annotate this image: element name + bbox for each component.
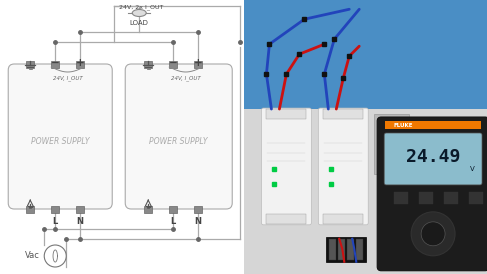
Bar (51, 206, 59, 213)
Text: 24.49: 24.49 (406, 148, 460, 166)
Bar (266, 109, 306, 119)
FancyBboxPatch shape (318, 108, 368, 225)
Bar (444, 192, 458, 204)
Bar (323, 214, 363, 224)
Circle shape (411, 212, 455, 256)
Text: N: N (77, 217, 84, 226)
Text: Vac: Vac (25, 252, 40, 261)
Bar (323, 109, 363, 119)
Text: 24V, I_OUT: 24V, I_OUT (171, 75, 201, 81)
Bar (374, 114, 409, 174)
Text: POWER SUPPLY: POWER SUPPLY (31, 138, 90, 147)
Bar (385, 121, 481, 129)
Bar (26, 61, 34, 67)
Bar (356, 239, 363, 260)
Text: POWER SUPPLY: POWER SUPPLY (150, 138, 208, 147)
Bar (419, 192, 433, 204)
Bar (194, 61, 202, 67)
Bar (244, 109, 487, 274)
Text: −: − (51, 58, 59, 68)
Bar (329, 239, 337, 260)
Bar (326, 237, 366, 262)
Bar (144, 61, 152, 67)
Text: 24V, 2x I_OUT: 24V, 2x I_OUT (119, 4, 164, 10)
Bar (76, 206, 84, 213)
Text: L: L (170, 217, 176, 226)
FancyBboxPatch shape (125, 64, 232, 209)
Ellipse shape (132, 10, 146, 16)
FancyBboxPatch shape (384, 133, 482, 185)
Text: L: L (53, 217, 58, 226)
Text: LOAD: LOAD (130, 20, 149, 26)
Bar (266, 214, 306, 224)
Bar (144, 206, 152, 213)
Circle shape (44, 245, 66, 267)
Text: +: + (76, 58, 85, 68)
Bar (347, 239, 354, 260)
Bar (469, 192, 483, 204)
Bar (51, 61, 59, 67)
Bar (26, 206, 34, 213)
Bar (194, 206, 202, 213)
Bar (169, 206, 177, 213)
Text: +: + (194, 58, 203, 68)
Text: V: V (469, 166, 474, 172)
Circle shape (421, 222, 445, 246)
Bar (244, 0, 487, 119)
Bar (169, 61, 177, 67)
Text: N: N (195, 217, 202, 226)
Text: FLUKE: FLUKE (393, 122, 412, 127)
Text: −: − (169, 58, 178, 68)
Bar (338, 239, 345, 260)
FancyBboxPatch shape (262, 108, 311, 225)
Text: 24V, I_OUT: 24V, I_OUT (53, 75, 83, 81)
Bar (76, 61, 84, 67)
FancyBboxPatch shape (8, 64, 112, 209)
Bar (394, 192, 408, 204)
FancyBboxPatch shape (377, 117, 487, 271)
